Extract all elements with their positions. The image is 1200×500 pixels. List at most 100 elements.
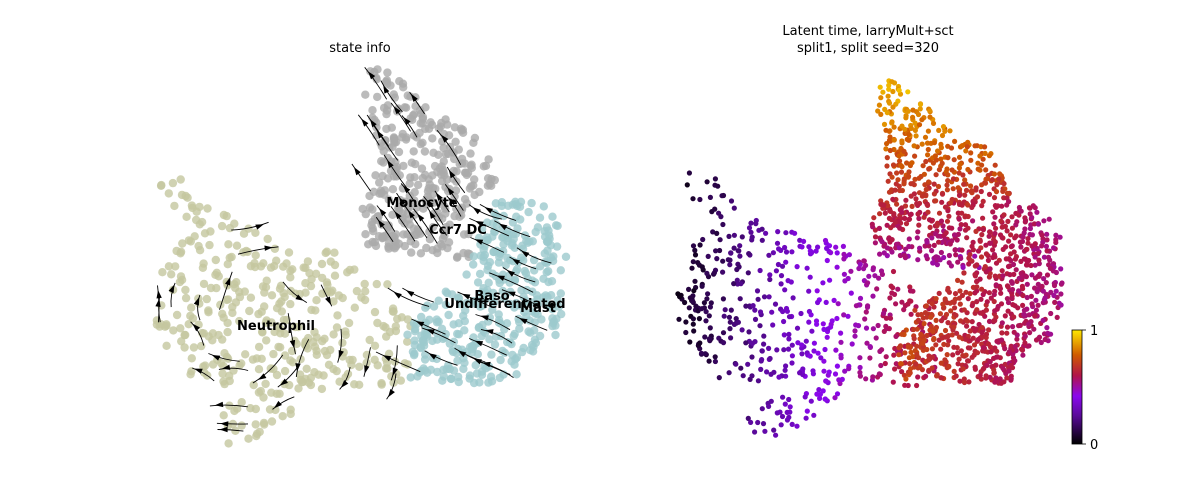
latent-time-point xyxy=(767,272,773,278)
neutrophil-point xyxy=(176,324,185,333)
neutrophil-point xyxy=(199,279,209,289)
latent-time-point xyxy=(945,172,951,178)
latent-time-point xyxy=(930,260,936,266)
monocyte-point xyxy=(373,92,382,102)
streamline-arrow xyxy=(417,213,425,222)
latent-time-point xyxy=(716,375,722,381)
latent-time-point xyxy=(781,318,787,325)
latent-time-point xyxy=(818,355,824,361)
latent-time-point xyxy=(938,346,944,352)
latent-time-point xyxy=(763,230,769,236)
latent-time-point xyxy=(924,332,930,339)
latent-time-point xyxy=(946,213,952,219)
latent-time-point xyxy=(1051,245,1057,251)
label-monocyte: Monocyte xyxy=(386,196,457,211)
latent-time-point xyxy=(1035,302,1041,308)
streamline-arrow xyxy=(221,364,231,370)
latent-time-point xyxy=(870,293,876,299)
streamline xyxy=(337,328,342,363)
latent-time-point xyxy=(1000,365,1006,371)
neutrophil-point xyxy=(246,293,256,302)
undifferentiated-point xyxy=(419,338,429,347)
neutrophil-point xyxy=(235,316,244,326)
latent-time-point xyxy=(998,290,1004,296)
latent-time-point xyxy=(946,363,952,369)
latent-time-point xyxy=(942,296,948,302)
latent-time-point xyxy=(772,301,779,307)
latent-time-point xyxy=(951,344,957,350)
latent-time-point xyxy=(927,108,933,114)
monocyte-point xyxy=(369,227,378,236)
latent-time-point xyxy=(734,277,740,283)
latent-time-point xyxy=(960,264,966,270)
streamline xyxy=(489,272,534,293)
latent-time-point xyxy=(1029,272,1035,278)
streamline-arrow xyxy=(410,93,418,102)
latent-time-point xyxy=(950,352,956,358)
streamline xyxy=(375,216,394,242)
latent-time-panel: Latent time, larryMult+sct split1, split… xyxy=(675,24,1098,453)
streamline xyxy=(501,289,539,307)
latent-time-point xyxy=(934,223,940,229)
latent-time-point xyxy=(947,128,953,134)
latent-time-point xyxy=(1009,214,1015,220)
latent-time-point xyxy=(1047,265,1053,271)
latent-time-point xyxy=(816,387,822,393)
latent-time-point xyxy=(956,216,962,222)
undifferentiated-point xyxy=(494,310,503,319)
latent-time-point xyxy=(956,334,963,340)
latent-time-point xyxy=(871,215,877,221)
latent-time-point xyxy=(918,311,925,318)
streamline xyxy=(436,129,462,165)
streamline xyxy=(421,327,456,344)
latent-time-point xyxy=(1017,239,1024,245)
latent-time-point xyxy=(1042,336,1048,343)
latent-time-point xyxy=(980,156,986,162)
latent-time-point xyxy=(884,155,890,161)
latent-time-point xyxy=(1033,307,1039,313)
monocyte-point xyxy=(398,129,407,139)
neutrophil-point xyxy=(265,405,275,414)
latent-time-point xyxy=(834,363,841,369)
undifferentiated-point xyxy=(428,336,437,346)
latent-time-point xyxy=(890,268,897,275)
latent-time-point xyxy=(911,336,917,342)
undifferentiated-point xyxy=(475,269,485,279)
neutrophil-point xyxy=(320,346,330,356)
latent-time-point xyxy=(838,339,844,345)
latent-time-point xyxy=(701,300,708,306)
latent-time-point xyxy=(727,326,733,332)
latent-time-point xyxy=(938,360,944,366)
latent-time-point xyxy=(1022,333,1028,339)
latent-time-point xyxy=(990,254,996,261)
latent-time-point xyxy=(948,145,955,151)
streamline xyxy=(400,183,418,207)
latent-time-point xyxy=(895,177,901,183)
undifferentiated-point xyxy=(496,319,505,328)
latent-time-point xyxy=(1041,254,1047,260)
streamline-arrow xyxy=(289,339,296,349)
latent-time-point xyxy=(713,248,719,254)
undifferentiated-point xyxy=(510,275,520,284)
monocyte-point xyxy=(467,163,476,173)
monocyte-point xyxy=(384,221,393,230)
latent-time-point xyxy=(967,291,973,297)
latent-time-point xyxy=(1027,330,1033,336)
latent-time-point xyxy=(748,220,754,226)
latent-time-point xyxy=(1025,236,1031,242)
neutrophil-point xyxy=(361,287,370,296)
latent-time-point xyxy=(961,379,968,386)
latent-time-point xyxy=(992,162,998,168)
streamline xyxy=(376,205,396,232)
latent-time-point xyxy=(966,261,972,267)
undifferentiated-point xyxy=(462,270,471,279)
neutrophil-point xyxy=(324,360,334,369)
neutrophil-point xyxy=(299,263,308,272)
latent-time-point xyxy=(901,252,908,258)
latent-time-point xyxy=(767,355,773,362)
latent-time-point xyxy=(687,339,693,345)
neutrophil-point xyxy=(187,303,196,312)
neutrophil-point xyxy=(195,246,205,255)
latent-time-point xyxy=(944,352,950,358)
monocyte-point xyxy=(371,171,380,180)
